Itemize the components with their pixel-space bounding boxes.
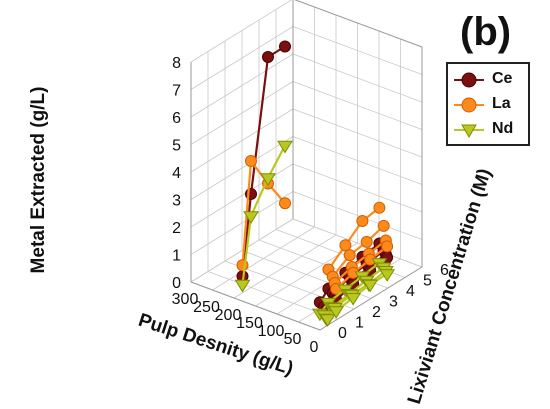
data-point-nd xyxy=(362,279,379,293)
grid-line xyxy=(190,81,294,145)
data-point-la xyxy=(356,215,369,228)
data-point-la xyxy=(245,155,257,167)
data-point-la xyxy=(339,239,352,252)
grid-line xyxy=(292,163,423,213)
grid-line xyxy=(190,0,293,63)
z-tick-label: 6 xyxy=(172,110,181,127)
legend-label-la: La xyxy=(492,95,511,112)
z-tick-label: 4 xyxy=(172,165,181,182)
data-point-nd xyxy=(345,292,362,306)
y-axis-label: Lixiviant Concentration (M) xyxy=(404,166,496,406)
data-point-la xyxy=(381,240,394,253)
x-tick-label: 300 xyxy=(172,291,199,308)
x-tick-label: 0 xyxy=(310,339,319,356)
legend-label-ce: Ce xyxy=(492,70,513,87)
data-point-nd xyxy=(319,314,336,327)
data-point-nd xyxy=(234,279,251,293)
series-line-la xyxy=(335,245,388,290)
legend-item-la: La xyxy=(452,93,528,117)
x-tick-label: 250 xyxy=(193,299,220,316)
grid-line xyxy=(292,218,423,268)
legend-item-nd: Nd xyxy=(452,118,528,142)
grid-line xyxy=(190,163,294,228)
data-point-la xyxy=(343,249,356,262)
grid-line xyxy=(292,136,423,185)
grid-line xyxy=(292,108,423,158)
grid-line xyxy=(292,53,423,103)
z-tick-label: 0 xyxy=(172,275,181,292)
x-tick-label: 150 xyxy=(236,315,263,332)
data-series xyxy=(234,40,396,327)
axis-edge xyxy=(319,266,423,331)
legend-marker-ce xyxy=(461,72,477,88)
series-line-ce xyxy=(241,45,286,277)
y-tick-label: 1 xyxy=(355,315,364,332)
y-tick-label: 0 xyxy=(338,325,347,342)
z-tick-label: 3 xyxy=(172,193,181,210)
data-point-nd xyxy=(243,211,259,224)
data-point-ce xyxy=(279,40,291,53)
data-point-nd xyxy=(379,269,396,282)
y-tick-label: 3 xyxy=(389,294,398,311)
grid-line xyxy=(190,191,294,255)
data-point-nd xyxy=(277,140,293,154)
z-tick-label: 8 xyxy=(172,55,181,72)
grid-line xyxy=(190,53,294,118)
legend-item-ce: Ce xyxy=(452,68,528,92)
data-point-la xyxy=(373,201,386,214)
chart-legend: Ce La Nd xyxy=(446,62,530,146)
series-line-la xyxy=(327,206,381,271)
x-tick-label: 200 xyxy=(215,307,242,324)
y-tick-label: 5 xyxy=(423,273,432,290)
x-tick-label: 100 xyxy=(258,323,285,340)
grid-line xyxy=(190,136,294,200)
data-point-la xyxy=(360,235,373,248)
y-tick-label: 4 xyxy=(406,283,415,300)
grid-line xyxy=(190,108,294,173)
grid-line xyxy=(292,26,423,75)
series-line-la xyxy=(331,225,385,278)
grid-line xyxy=(190,26,294,90)
y-tick-label: 6 xyxy=(440,262,449,279)
legend-label-nd: Nd xyxy=(492,120,514,137)
z-tick-label: 2 xyxy=(172,220,181,237)
legend-marker-la xyxy=(461,97,477,113)
axis-edge xyxy=(190,281,321,331)
legend-marker-nd xyxy=(461,124,477,138)
z-axis-label: Metal Extracted (g/L) xyxy=(28,87,49,274)
series-line-nd xyxy=(241,144,286,285)
data-point-nd xyxy=(260,173,276,186)
grid-line xyxy=(292,191,423,240)
x-tick-label: 50 xyxy=(284,331,302,348)
data-point-ce xyxy=(262,51,274,63)
y-tick-label: 2 xyxy=(372,304,381,321)
z-tick-label: 1 xyxy=(172,248,181,265)
series-line-la xyxy=(334,239,387,284)
data-point-nd xyxy=(328,306,345,319)
axis-edge xyxy=(294,0,423,48)
data-point-la xyxy=(279,197,291,210)
data-point-la xyxy=(377,219,390,232)
panel-label: (b) xyxy=(460,10,512,54)
z-tick-label: 5 xyxy=(172,138,181,155)
z-tick-label: 7 xyxy=(172,83,181,100)
grid-line xyxy=(292,81,423,130)
